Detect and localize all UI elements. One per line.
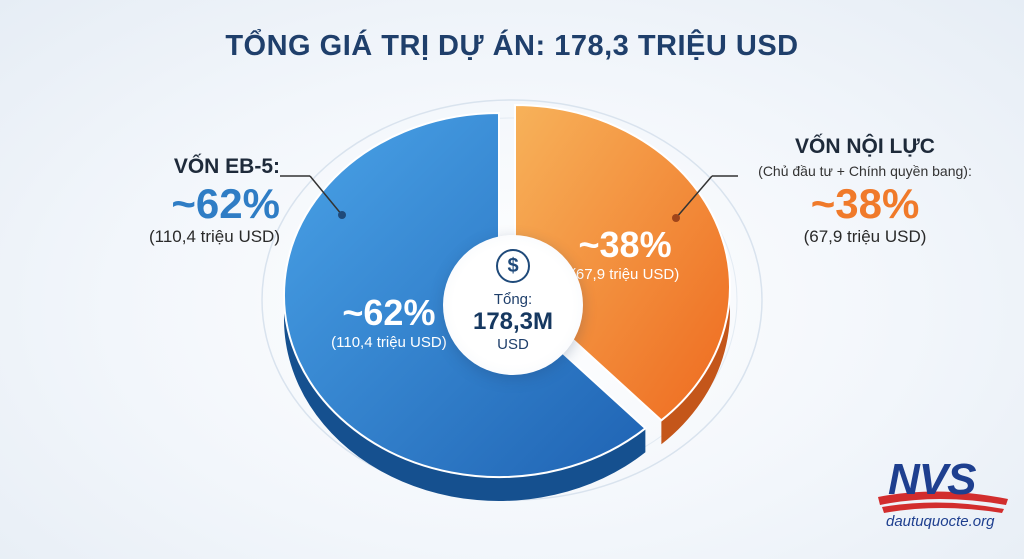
total-value: 178,3M	[472, 308, 554, 335]
slice-percent-label-0: ~62%	[342, 292, 435, 333]
center-total-badge: $ Tổng: 178,3M USD	[443, 235, 583, 375]
logo-site: dautuquocte.org	[886, 513, 995, 530]
logo-text: NVS	[888, 455, 976, 504]
dollar-circle-icon: $	[496, 249, 530, 283]
chart-title: TỔNG GIÁ TRỊ DỰ ÁN: 178,3 TRIỆU USD	[225, 30, 799, 62]
flag-swoosh-icon	[878, 491, 1008, 513]
left-leader-line	[309, 175, 343, 216]
internal-capital-callout: VỐN NỘI LỰC (Chủ đầu tư + Chính quyền ba…	[735, 135, 995, 247]
slice-amount-label-1: (67,9 triệu USD)	[571, 266, 679, 283]
total-label: Tổng:	[493, 291, 533, 308]
internal-capital-label: VỐN NỘI LỰC	[795, 135, 935, 158]
total-unit: USD	[497, 336, 529, 353]
right-leader-line	[675, 175, 713, 219]
nvs-logo: NVS dautuquocte.org	[868, 455, 1013, 535]
left-leader-dot	[338, 211, 346, 219]
internal-capital-percent: ~38%	[810, 180, 920, 227]
eb5-label: VỐN EB-5:	[173, 155, 280, 178]
pie-slice-internal-capital	[514, 103, 731, 422]
internal-capital-amount: (67,9 triệu USD)	[803, 227, 927, 247]
eb5-amount: (110,4 triệu USD)	[148, 227, 280, 247]
right-leader-dot	[672, 214, 680, 222]
slice-amount-label-0: (110,4 triệu USD)	[331, 334, 447, 351]
eb5-callout: VỐN EB-5: ~62% (110,4 triệu USD)	[120, 155, 280, 247]
slice-percent-label-1: ~38%	[579, 224, 672, 265]
eb5-percent: ~62%	[171, 180, 280, 227]
internal-capital-note: (Chủ đầu tư + Chính quyền bang):	[758, 163, 972, 179]
